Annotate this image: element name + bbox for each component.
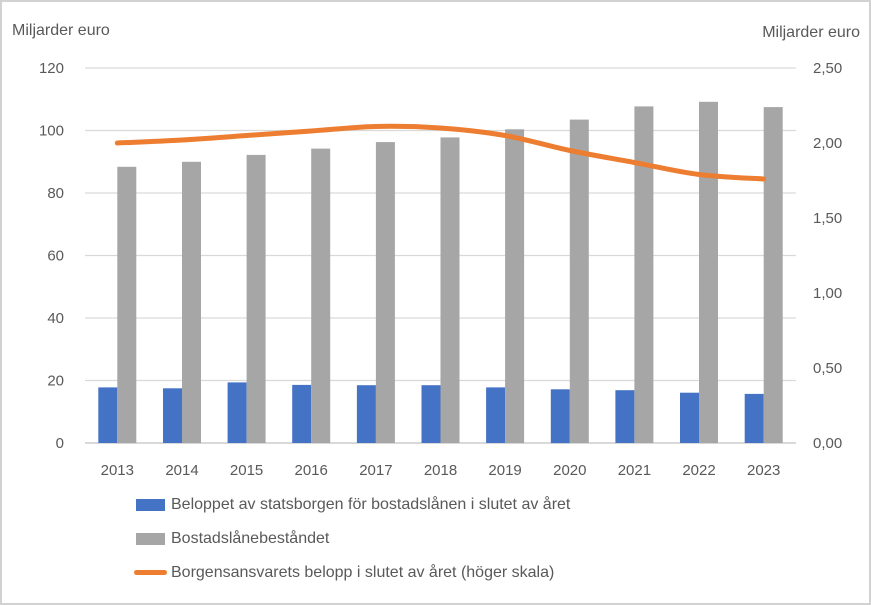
legend-label-bostadslanebestand: Bostadslånebeståndet: [171, 529, 330, 547]
bar-bostadslanebestand: [182, 161, 201, 444]
bar-bostadslanebestand: [763, 107, 783, 443]
year-label: 2019: [488, 462, 521, 479]
left-tick-label: 20: [47, 373, 64, 390]
right-tick-label: 1,50: [813, 210, 842, 227]
left-tick-label: 0: [56, 435, 64, 452]
bar-bostadslanebestand: [569, 119, 589, 443]
left-axis-title: Miljarder euro: [12, 22, 110, 39]
bar-bostadslanebestand: [117, 166, 137, 444]
blue-bar-swatch-icon: [136, 498, 165, 511]
year-label: 2018: [424, 462, 457, 479]
bar-bostadslanebestand: [375, 142, 395, 443]
orange-line-swatch-icon: [134, 570, 167, 575]
left-tick-label: 40: [47, 310, 64, 327]
year-label: 2023: [747, 462, 780, 479]
year-label: 2020: [553, 462, 586, 479]
bar-statsborgen: [292, 384, 312, 443]
guarantee-line: [114, 123, 767, 182]
legend-item-borgensansvar: Borgensansvarets belopp i slutet av året…: [134, 561, 570, 584]
gray-bar-swatch-icon: [136, 532, 165, 545]
right-axis-title: Miljarder euro: [762, 24, 860, 41]
bar-statsborgen: [227, 382, 247, 443]
bar-bostadslanebestand: [246, 154, 266, 443]
legend-item-bostadslanebestand: Bostadslånebeståndet: [134, 527, 570, 550]
year-label: 2021: [618, 462, 651, 479]
bar-bostadslanebestand: [699, 101, 718, 444]
year-label: 2013: [101, 462, 134, 479]
right-tick-label: 2,00: [813, 135, 842, 152]
bar-statsborgen: [680, 392, 699, 443]
right-tick-label: 2,50: [813, 60, 842, 77]
year-label: 2016: [295, 462, 328, 479]
legend-item-statsborgen: Beloppet av statsborgen för bostadslånen…: [134, 493, 570, 516]
legend-label-borgensansvar: Borgensansvarets belopp i slutet av året…: [171, 563, 555, 581]
bar-statsborgen: [163, 388, 182, 443]
left-tick-label: 60: [47, 248, 64, 265]
year-label: 2022: [682, 462, 715, 479]
bar-statsborgen: [744, 393, 764, 443]
bar-statsborgen: [615, 390, 635, 443]
bar-statsborgen: [550, 389, 570, 444]
left-tick-label: 80: [47, 185, 64, 202]
bar-statsborgen: [421, 385, 441, 443]
bar-bostadslanebestand: [634, 106, 654, 444]
year-label: 2017: [359, 462, 392, 479]
legend: Beloppet av statsborgen för bostadslånen…: [134, 493, 570, 595]
right-tick-label: 0,00: [813, 435, 842, 452]
year-label: 2015: [230, 462, 263, 479]
right-tick-label: 1,00: [813, 285, 842, 302]
bar-statsborgen: [356, 385, 376, 443]
left-tick-label: 120: [39, 60, 64, 77]
bar-bostadslanebestand: [311, 148, 331, 443]
bar-statsborgen: [486, 387, 506, 443]
left-tick-label: 100: [39, 123, 64, 140]
right-tick-label: 0,50: [813, 360, 842, 377]
bar-bostadslanebestand: [505, 129, 525, 444]
year-label: 2014: [165, 462, 198, 479]
bar-statsborgen: [98, 387, 118, 443]
legend-label-statsborgen: Beloppet av statsborgen för bostadslånen…: [171, 495, 571, 513]
bar-bostadslanebestand: [440, 137, 460, 443]
